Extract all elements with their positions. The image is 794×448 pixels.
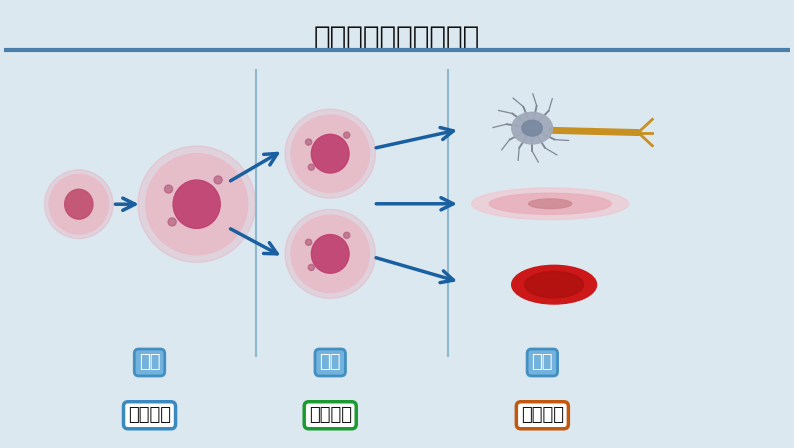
Ellipse shape <box>44 170 113 239</box>
Ellipse shape <box>525 271 584 298</box>
Ellipse shape <box>311 235 349 273</box>
Text: 数量增加: 数量增加 <box>309 406 352 424</box>
Ellipse shape <box>145 154 248 255</box>
Ellipse shape <box>511 265 596 304</box>
Ellipse shape <box>291 115 369 192</box>
Ellipse shape <box>522 120 542 136</box>
Text: 体积增大: 体积增大 <box>128 406 171 424</box>
Ellipse shape <box>311 134 349 173</box>
Ellipse shape <box>49 174 109 234</box>
Ellipse shape <box>285 209 376 298</box>
Text: 分裂: 分裂 <box>319 353 341 371</box>
Ellipse shape <box>308 264 314 271</box>
Ellipse shape <box>214 176 222 184</box>
Ellipse shape <box>285 109 376 198</box>
Text: 分化: 分化 <box>532 353 553 371</box>
Text: 生物体由小长大的原因: 生物体由小长大的原因 <box>314 24 480 52</box>
Text: 种类增多: 种类增多 <box>521 406 564 424</box>
Ellipse shape <box>168 218 176 226</box>
Ellipse shape <box>529 199 572 209</box>
Ellipse shape <box>344 232 350 238</box>
Ellipse shape <box>489 193 611 214</box>
Ellipse shape <box>308 164 314 170</box>
Ellipse shape <box>344 132 350 138</box>
Ellipse shape <box>138 146 256 263</box>
Ellipse shape <box>164 185 172 193</box>
Ellipse shape <box>306 139 312 145</box>
Ellipse shape <box>64 189 93 219</box>
Ellipse shape <box>306 239 312 246</box>
Ellipse shape <box>472 188 629 220</box>
Ellipse shape <box>173 180 220 228</box>
Ellipse shape <box>291 215 369 293</box>
Text: 生长: 生长 <box>139 353 160 371</box>
Ellipse shape <box>511 112 553 144</box>
